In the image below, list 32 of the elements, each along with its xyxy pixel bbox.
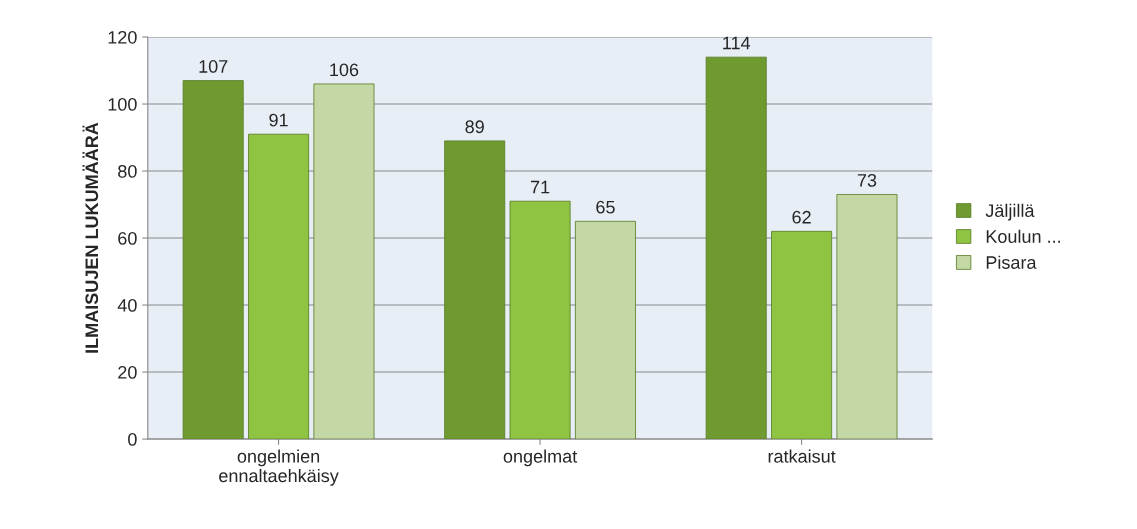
bar bbox=[705, 56, 767, 440]
data-label: 114 bbox=[723, 36, 751, 50]
y-tick-label: 100 bbox=[108, 97, 137, 111]
y-tick-label: 40 bbox=[117, 298, 137, 312]
data-label: 106 bbox=[330, 63, 359, 77]
y-tick-label: 120 bbox=[108, 30, 137, 44]
x-tick-label: ongelmien ennaltaehkäisy bbox=[219, 449, 339, 486]
bar bbox=[248, 133, 310, 440]
data-label: 62 bbox=[792, 210, 811, 224]
y-tick-label: 20 bbox=[118, 366, 137, 379]
x-tick-label: ratkaisut bbox=[768, 449, 836, 463]
data-label: 65 bbox=[596, 200, 615, 214]
data-label: 73 bbox=[857, 173, 877, 187]
bar bbox=[313, 83, 375, 440]
bar bbox=[836, 194, 898, 440]
bar bbox=[771, 230, 833, 440]
data-label: 71 bbox=[530, 180, 550, 194]
data-label: 107 bbox=[199, 60, 228, 73]
data-label: 89 bbox=[465, 120, 484, 134]
y-tick-label: 60 bbox=[118, 231, 137, 245]
y-tick-label: 0 bbox=[128, 433, 137, 446]
bar bbox=[444, 140, 506, 440]
y-axis-title: ILMAISUJEN LUKUMÄÄRÄ bbox=[82, 122, 99, 353]
bar bbox=[574, 220, 636, 440]
legend-label: Pisara bbox=[986, 255, 1037, 269]
bar bbox=[182, 80, 244, 440]
y-tick-label: 80 bbox=[118, 164, 137, 178]
data-label: 91 bbox=[269, 113, 288, 127]
x-tick-label: ongelmat bbox=[503, 449, 578, 467]
legend-label: Koulun ... bbox=[986, 229, 1060, 243]
bar bbox=[509, 200, 571, 440]
legend-label: Jäljillä bbox=[985, 203, 1035, 221]
